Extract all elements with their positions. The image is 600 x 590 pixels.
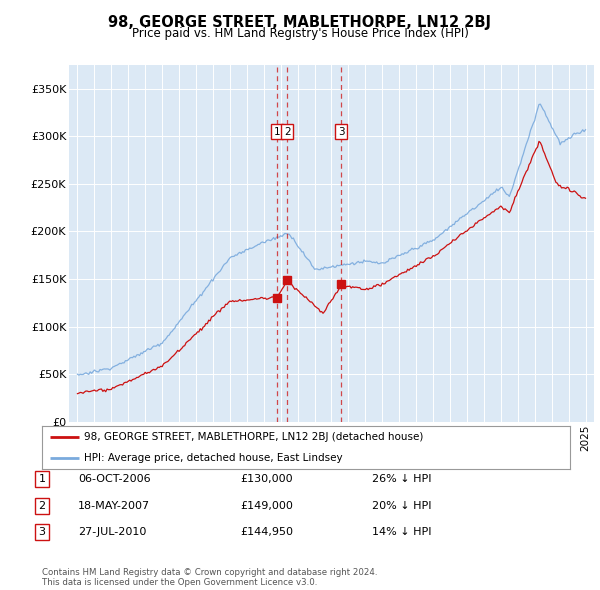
Text: This data is licensed under the Open Government Licence v3.0.: This data is licensed under the Open Gov…	[42, 578, 317, 587]
Text: 18-MAY-2007: 18-MAY-2007	[78, 501, 150, 510]
Text: £149,000: £149,000	[240, 501, 293, 510]
Text: 2: 2	[38, 501, 46, 510]
Text: Price paid vs. HM Land Registry's House Price Index (HPI): Price paid vs. HM Land Registry's House …	[131, 27, 469, 40]
Text: 1: 1	[274, 126, 280, 136]
Text: 20% ↓ HPI: 20% ↓ HPI	[372, 501, 431, 510]
Text: 27-JUL-2010: 27-JUL-2010	[78, 527, 146, 537]
Text: 26% ↓ HPI: 26% ↓ HPI	[372, 474, 431, 484]
Text: £130,000: £130,000	[240, 474, 293, 484]
Text: 06-OCT-2006: 06-OCT-2006	[78, 474, 151, 484]
Text: HPI: Average price, detached house, East Lindsey: HPI: Average price, detached house, East…	[84, 453, 343, 463]
Text: 98, GEORGE STREET, MABLETHORPE, LN12 2BJ: 98, GEORGE STREET, MABLETHORPE, LN12 2BJ	[109, 15, 491, 30]
Text: 3: 3	[38, 527, 46, 537]
Text: Contains HM Land Registry data © Crown copyright and database right 2024.: Contains HM Land Registry data © Crown c…	[42, 568, 377, 576]
Text: 1: 1	[38, 474, 46, 484]
Text: 2: 2	[284, 126, 290, 136]
Text: 98, GEORGE STREET, MABLETHORPE, LN12 2BJ (detached house): 98, GEORGE STREET, MABLETHORPE, LN12 2BJ…	[84, 432, 424, 442]
Text: 14% ↓ HPI: 14% ↓ HPI	[372, 527, 431, 537]
Text: £144,950: £144,950	[240, 527, 293, 537]
Text: 3: 3	[338, 126, 344, 136]
